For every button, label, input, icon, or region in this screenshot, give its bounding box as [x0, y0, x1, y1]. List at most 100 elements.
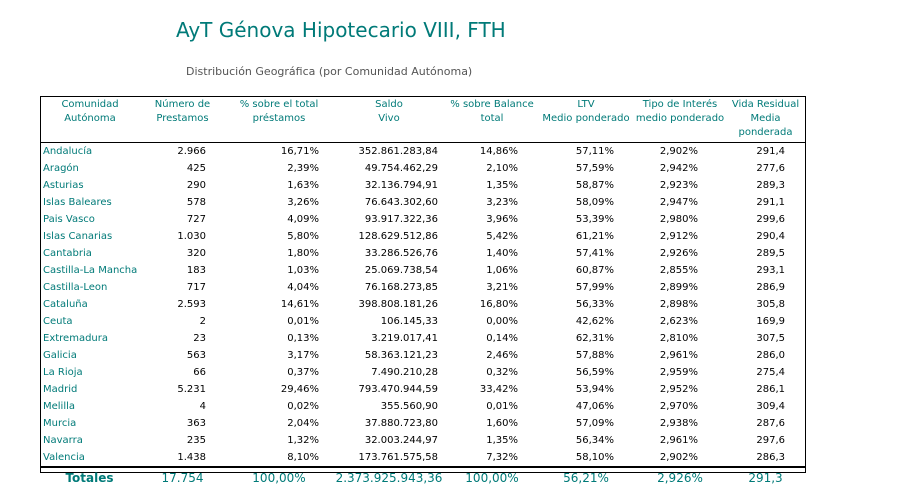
cell-tipo-interes: 2,923%: [634, 177, 726, 194]
cell-vida-residual: 286,1: [726, 381, 805, 398]
cell-comunidad: La Rioja: [41, 364, 139, 381]
cell-pct-balance: 1,60%: [446, 415, 538, 432]
cell-pct-prestamos: 4,04%: [226, 279, 332, 296]
cell-comunidad: Melilla: [41, 398, 139, 415]
cell-comunidad: Islas Baleares: [41, 194, 139, 211]
cell-numero-prestamos: 425: [139, 160, 226, 177]
table-row: Cataluña 2.593 14,61% 398.808.181,26 16,80% 5…: [41, 296, 805, 313]
table-row: Murcia 363 2,04% 37.880.723,80 1,60% 57,09% 2,…: [41, 415, 805, 432]
cell-pct-balance: 0,01%: [446, 398, 538, 415]
cell-pct-prestamos: 5,80%: [226, 228, 332, 245]
cell-pct-prestamos: 1,03%: [226, 262, 332, 279]
table-row: Andalucía 2.966 16,71% 352.861.283,84 14,86%…: [41, 143, 805, 161]
cell-vida-residual: 286,0: [726, 347, 805, 364]
column-header-numero-prestamos: Número de Prestamos: [139, 97, 226, 143]
cell-vida-residual: 275,4: [726, 364, 805, 381]
cell-vida-residual: 169,9: [726, 313, 805, 330]
cell-saldo-vivo: 398.808.181,26: [332, 296, 446, 313]
cell-saldo-vivo: 355.560,90: [332, 398, 446, 415]
cell-tipo-interes: 2,899%: [634, 279, 726, 296]
cell-saldo-vivo: 7.490.210,28: [332, 364, 446, 381]
cell-tipo-interes: 2,623%: [634, 313, 726, 330]
cell-comunidad: Valencia: [41, 449, 139, 467]
cell-comunidad: Madrid: [41, 381, 139, 398]
cell-comunidad: Asturias: [41, 177, 139, 194]
cell-pct-prestamos: 2,04%: [226, 415, 332, 432]
cell-pct-prestamos: 0,37%: [226, 364, 332, 381]
cell-vida-residual: 286,3: [726, 449, 805, 467]
table-row: Asturias 290 1,63% 32.136.794,91 1,35% 58,87%…: [41, 177, 805, 194]
table-row: Pais Vasco 727 4,09% 93.917.322,36 3,96% 53,3…: [41, 211, 805, 228]
cell-numero-prestamos: 2: [139, 313, 226, 330]
cell-pct-balance: 33,42%: [446, 381, 538, 398]
table-row: Melilla 4 0,02% 355.560,90 0,01% 47,06% 2,970%…: [41, 398, 805, 415]
cell-pct-prestamos: 1,32%: [226, 432, 332, 449]
cell-saldo-vivo: 58.363.121,23: [332, 347, 446, 364]
cell-tipo-interes: 2,959%: [634, 364, 726, 381]
cell-pct-balance: 2,10%: [446, 160, 538, 177]
table-row: Navarra 235 1,32% 32.003.244,97 1,35% 56,34% 2…: [41, 432, 805, 449]
cell-vida-residual: 309,4: [726, 398, 805, 415]
cell-ltv: 58,10%: [538, 449, 634, 467]
column-header-line2: Autónoma: [41, 112, 139, 126]
cell-numero-prestamos: 1.438: [139, 449, 226, 467]
table-body: Andalucía 2.966 16,71% 352.861.283,84 14,86%…: [41, 143, 805, 468]
total-pct-balance: 100,00%: [446, 467, 538, 488]
cell-pct-prestamos: 16,71%: [226, 143, 332, 161]
cell-vida-residual: 289,3: [726, 177, 805, 194]
cell-ltv: 57,59%: [538, 160, 634, 177]
cell-ltv: 57,41%: [538, 245, 634, 262]
column-header-line2: préstamos: [226, 112, 332, 126]
cell-pct-prestamos: 0,13%: [226, 330, 332, 347]
column-header-line1: Tipo de Interés: [634, 98, 726, 112]
cell-saldo-vivo: 793.470.944,59: [332, 381, 446, 398]
table-row: Islas Canarias 1.030 5,80% 128.629.512,86 5,…: [41, 228, 805, 245]
column-header-line2: Prestamos: [139, 112, 226, 126]
cell-tipo-interes: 2,961%: [634, 432, 726, 449]
cell-saldo-vivo: 352.861.283,84: [332, 143, 446, 161]
column-header-pct-prestamos: % sobre el total préstamos: [226, 97, 332, 143]
table-row: Madrid 5.231 29,46% 793.470.944,59 33,42% 53,…: [41, 381, 805, 398]
cell-pct-prestamos: 3,17%: [226, 347, 332, 364]
cell-comunidad: Murcia: [41, 415, 139, 432]
cell-ltv: 57,11%: [538, 143, 634, 161]
cell-pct-prestamos: 1,80%: [226, 245, 332, 262]
cell-pct-prestamos: 8,10%: [226, 449, 332, 467]
cell-pct-balance: 3,23%: [446, 194, 538, 211]
column-header-tipo-interes: Tipo de Interés medio ponderado: [634, 97, 726, 143]
table-row: Extremadura 23 0,13% 3.219.017,41 0,14% 62,31…: [41, 330, 805, 347]
cell-numero-prestamos: 5.231: [139, 381, 226, 398]
cell-ltv: 60,87%: [538, 262, 634, 279]
table-row: Aragón 425 2,39% 49.754.462,29 2,10% 57,59% 2,…: [41, 160, 805, 177]
cell-pct-prestamos: 0,02%: [226, 398, 332, 415]
cell-numero-prestamos: 563: [139, 347, 226, 364]
cell-saldo-vivo: 33.286.526,76: [332, 245, 446, 262]
table-row: Valencia 1.438 8,10% 173.761.575,58 7,32% 58,…: [41, 449, 805, 467]
cell-pct-prestamos: 1,63%: [226, 177, 332, 194]
page-subtitle: Distribución Geográfica (por Comunidad A…: [186, 65, 472, 78]
cell-comunidad: Galicia: [41, 347, 139, 364]
cell-pct-prestamos: 0,01%: [226, 313, 332, 330]
cell-vida-residual: 277,6: [726, 160, 805, 177]
cell-numero-prestamos: 2.593: [139, 296, 226, 313]
cell-saldo-vivo: 128.629.512,86: [332, 228, 446, 245]
cell-pct-balance: 3,21%: [446, 279, 538, 296]
cell-numero-prestamos: 183: [139, 262, 226, 279]
cell-tipo-interes: 2,898%: [634, 296, 726, 313]
cell-comunidad: Ceuta: [41, 313, 139, 330]
cell-pct-balance: 14,86%: [446, 143, 538, 161]
cell-pct-prestamos: 29,46%: [226, 381, 332, 398]
cell-comunidad: Cataluña: [41, 296, 139, 313]
cell-pct-prestamos: 3,26%: [226, 194, 332, 211]
cell-comunidad: Castilla-La Mancha: [41, 262, 139, 279]
cell-saldo-vivo: 93.917.322,36: [332, 211, 446, 228]
cell-comunidad: Pais Vasco: [41, 211, 139, 228]
column-header-line1: Número de: [139, 98, 226, 112]
column-header-line1: LTV: [538, 98, 634, 112]
cell-ltv: 53,94%: [538, 381, 634, 398]
column-header-line2: medio ponderado: [634, 112, 726, 126]
column-header-line2: total: [446, 112, 538, 126]
cell-pct-balance: 3,96%: [446, 211, 538, 228]
cell-pct-balance: 0,32%: [446, 364, 538, 381]
column-header-line2: Medio ponderado: [538, 112, 634, 126]
